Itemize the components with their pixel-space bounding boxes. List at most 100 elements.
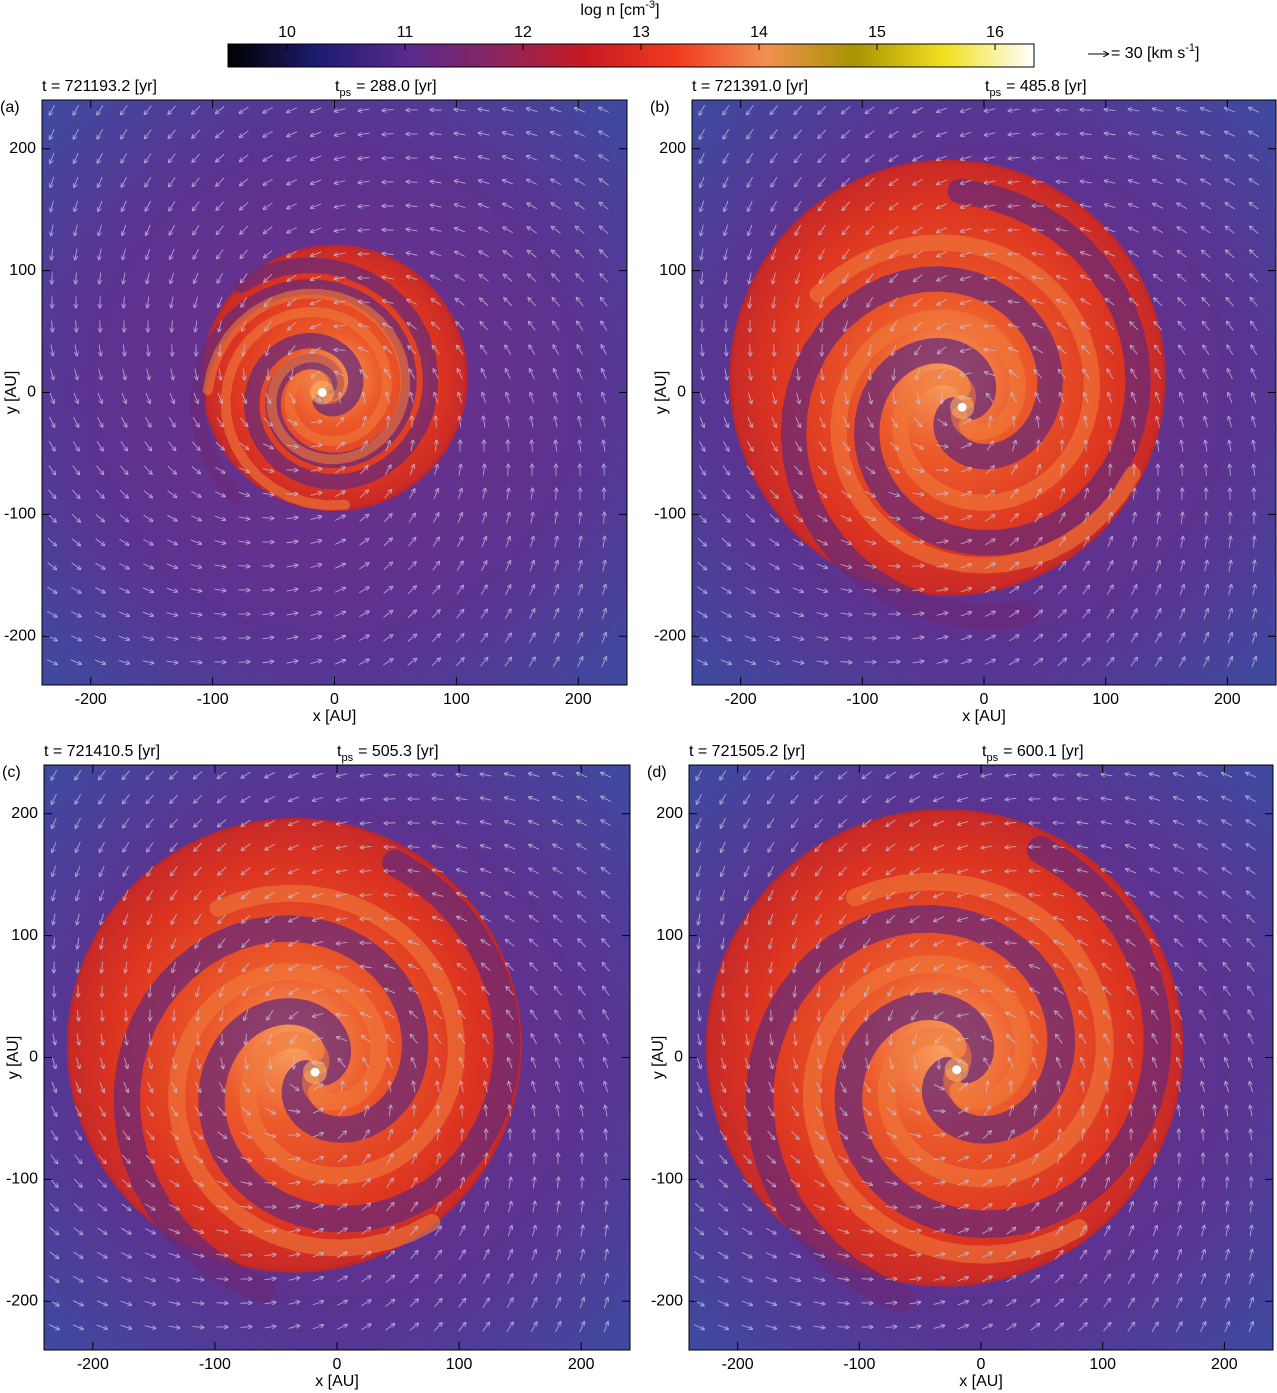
vector-key-text: = 30 [km s <box>1111 45 1185 62</box>
x-tick-label: -200 <box>77 1356 109 1373</box>
velocity-arrow <box>383 611 393 618</box>
velocity-arrow <box>527 108 538 113</box>
velocity-arrow <box>311 323 322 329</box>
colorbar-tick-label: 12 <box>514 24 532 41</box>
velocity-arrow <box>552 298 560 307</box>
velocity-arrow <box>99 272 101 284</box>
velocity-arrow <box>311 131 322 136</box>
velocity-arrow <box>387 393 390 404</box>
velocity-arrow <box>147 272 150 284</box>
velocity-arrow <box>556 489 557 500</box>
y-tick-label: 100 <box>659 262 686 279</box>
velocity-arrow <box>238 491 249 495</box>
velocity-arrow <box>214 565 226 567</box>
velocity-arrow <box>482 369 487 380</box>
velocity-arrow <box>145 392 150 403</box>
velocity-arrow <box>528 298 537 307</box>
velocity-arrow <box>359 109 370 111</box>
velocity-arrow <box>174 1009 175 1021</box>
velocity-arrow <box>123 296 124 308</box>
velocity-arrow <box>72 465 80 475</box>
velocity-arrow <box>361 895 372 896</box>
panel-label: (d) <box>647 764 667 781</box>
velocity-arrow <box>98 200 103 211</box>
x-tick-label: 200 <box>1214 691 1241 708</box>
velocity-arrow <box>455 181 466 184</box>
x-tick-label: 200 <box>565 691 592 708</box>
velocity-arrow <box>359 157 370 159</box>
velocity-arrow <box>699 104 706 115</box>
y-tick-label: 0 <box>27 384 36 401</box>
velocity-arrow <box>480 275 489 282</box>
velocity-arrow <box>359 539 368 546</box>
velocity-arrow <box>383 253 394 254</box>
velocity-arrow <box>288 321 297 330</box>
velocity-arrow <box>264 1183 276 1184</box>
velocity-arrow <box>503 204 514 209</box>
velocity-arrow <box>723 105 730 114</box>
velocity-arrow <box>409 369 416 379</box>
velocity-arrow <box>97 105 104 114</box>
velocity-arrow <box>265 392 271 403</box>
velocity-arrow <box>171 296 173 308</box>
velocity-arrow <box>458 393 463 404</box>
velocity-arrow <box>431 205 442 207</box>
velocity-arrow <box>240 225 249 234</box>
velocity-arrow <box>457 489 461 500</box>
x-tick-label: 100 <box>446 1356 473 1373</box>
velocity-arrow <box>100 320 101 332</box>
velocity-arrow <box>579 441 580 452</box>
velocity-arrow <box>239 442 249 450</box>
y-tick-label: -100 <box>4 506 36 523</box>
velocity-arrow <box>1059 1106 1060 1117</box>
velocity-arrow <box>172 320 173 332</box>
velocity-arrow <box>217 392 222 403</box>
velocity-arrow <box>310 493 322 496</box>
velocity-arrow <box>599 155 609 162</box>
velocity-arrow <box>98 368 102 380</box>
velocity-arrow <box>456 561 463 571</box>
velocity-arrow <box>600 250 609 259</box>
velocity-arrow <box>383 514 392 523</box>
velocity-arrow <box>552 657 558 667</box>
velocity-arrow <box>195 368 197 380</box>
velocity-arrow <box>310 540 322 545</box>
velocity-arrow <box>168 417 175 426</box>
velocity-arrow <box>334 491 345 498</box>
velocity-arrow <box>311 107 322 112</box>
vector-key-end: ] <box>1195 45 1199 62</box>
velocity-arrow <box>97 129 104 139</box>
velocity-arrow <box>479 157 490 160</box>
velocity-arrow <box>100 296 101 308</box>
velocity-arrow <box>699 128 705 139</box>
velocity-arrow <box>241 273 248 283</box>
velocity-arrow <box>504 633 511 643</box>
velocity-arrow <box>47 513 56 522</box>
velocity-arrow <box>456 322 465 331</box>
velocity-arrow <box>384 465 391 475</box>
velocity-arrow <box>383 300 394 305</box>
velocity-arrow <box>359 325 370 327</box>
velocity-arrow <box>358 659 369 665</box>
velocity-arrow <box>383 158 394 159</box>
velocity-arrow <box>142 636 154 639</box>
y-axis-label: y [AU] <box>653 371 670 415</box>
density-map <box>692 100 1276 685</box>
velocity-arrow <box>383 587 393 594</box>
velocity-arrow <box>600 274 608 283</box>
velocity-arrow <box>576 227 585 234</box>
x-tick-label: 0 <box>980 691 989 708</box>
velocity-arrow <box>70 659 81 664</box>
velocity-arrow <box>431 157 442 158</box>
velocity-arrow <box>459 417 460 428</box>
velocity-arrow <box>264 226 273 234</box>
velocity-arrow <box>123 344 124 356</box>
velocity-arrow <box>481 513 485 524</box>
velocity-arrow <box>240 249 248 258</box>
velocity-arrow <box>457 537 462 548</box>
velocity-arrow <box>240 417 247 426</box>
panel-label: (a) <box>0 99 20 116</box>
velocity-arrow <box>602 369 607 380</box>
y-tick-label: -100 <box>651 1171 683 1188</box>
